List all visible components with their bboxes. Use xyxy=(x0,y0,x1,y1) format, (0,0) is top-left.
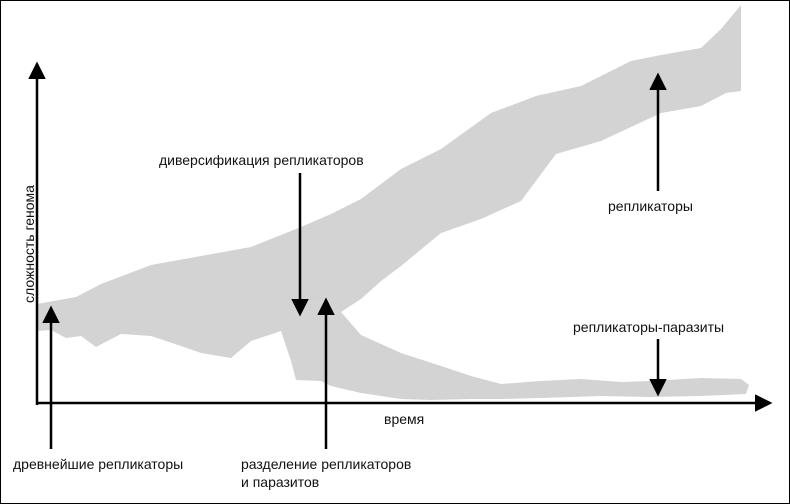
split-label-line2: и паразитов xyxy=(241,474,320,490)
replicators-label: репликаторы xyxy=(608,198,693,214)
parasites-band xyxy=(281,301,749,400)
split-label-line1: разделение репликаторов xyxy=(241,456,412,472)
diversification-label: диверсификация репликаторов xyxy=(159,152,364,168)
x-axis-label: время xyxy=(384,411,425,427)
ancient-label: древнейшие репликаторы xyxy=(13,456,184,472)
parasites-label: репликаторы-паразиты xyxy=(573,319,725,335)
y-axis-label: сложность генома xyxy=(21,185,37,303)
replicators-band xyxy=(37,5,741,358)
